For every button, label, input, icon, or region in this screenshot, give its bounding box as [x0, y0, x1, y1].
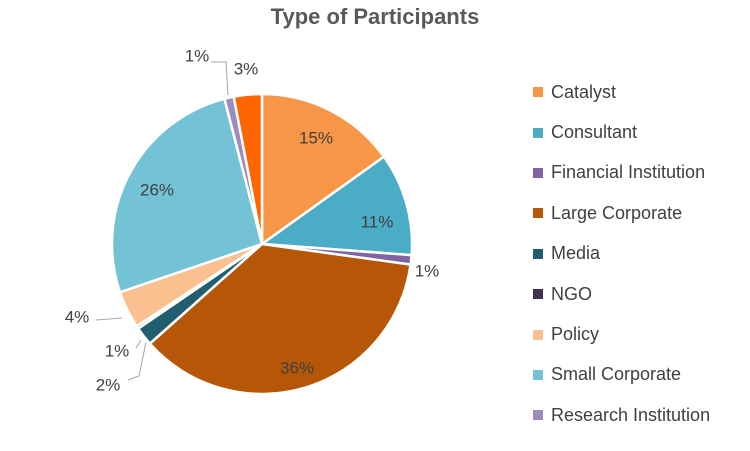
legend-label: Small Corporate — [551, 364, 682, 385]
data-label: 15% — [299, 128, 333, 147]
pie-slice-unnamed — [232, 92, 264, 245]
legend-label: Financial Institution — [551, 162, 706, 183]
legend-swatch — [533, 369, 543, 380]
legend-swatch — [533, 208, 543, 219]
data-label: 3% — [234, 59, 259, 78]
data-label: 11% — [361, 212, 394, 231]
data-label: 4% — [65, 307, 90, 326]
data-label: 1% — [105, 341, 130, 360]
pie-slice-catalyst — [260, 92, 386, 247]
leader-line — [135, 339, 142, 349]
data-label: 26% — [140, 180, 174, 199]
pie-slice-consultant — [258, 154, 414, 257]
chart-title: Type of Participants — [270, 4, 480, 29]
legend-swatch — [533, 87, 543, 98]
legend-item: Financial Institution — [533, 153, 710, 193]
legend-item: NGO — [533, 274, 710, 314]
legend-item: Large Corporate — [533, 193, 710, 233]
leader-line — [95, 317, 123, 321]
legend-item: Catalyst — [533, 72, 710, 112]
legend-item: Consultant — [533, 112, 710, 152]
data-label: 36% — [280, 358, 314, 377]
legend-swatch — [533, 167, 543, 178]
legend-label: Large Corporate — [551, 202, 683, 223]
legend-swatch — [533, 248, 543, 259]
legend-label: Policy — [551, 324, 600, 345]
legend-label: Media — [551, 243, 601, 264]
legend-swatch — [533, 410, 543, 421]
legend-item: Policy — [533, 314, 710, 354]
legend: Catalyst Consultant Financial Institution L… — [533, 72, 710, 436]
legend-swatch — [533, 329, 543, 340]
pie-slice-large-corporate — [148, 242, 412, 396]
pie-slice-small-corporate — [110, 97, 264, 294]
data-label: 1% — [415, 261, 440, 280]
legend-label: Research Institution — [551, 404, 711, 425]
leader-line — [211, 61, 229, 96]
legend-item: Small Corporate — [533, 355, 710, 395]
legend-swatch — [533, 127, 543, 138]
data-label: 1% — [185, 46, 210, 65]
legend-label: NGO — [551, 283, 593, 304]
leader-line — [127, 341, 147, 381]
data-label: 2% — [96, 375, 121, 394]
legend-swatch — [533, 289, 543, 300]
legend-item: Media — [533, 234, 710, 274]
legend-item: Research Institution — [533, 395, 710, 435]
legend-label: Consultant — [551, 122, 638, 143]
legend-label: Catalyst — [551, 81, 617, 102]
